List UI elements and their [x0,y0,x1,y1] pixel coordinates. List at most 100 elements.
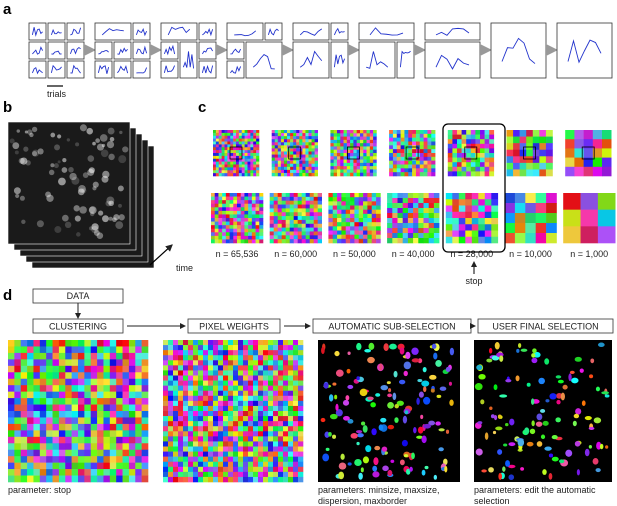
cluster-cell [27,417,34,425]
cluster-cell [470,166,476,172]
cluster-cell [288,345,294,351]
cluster-cell [71,456,79,463]
cell [19,195,25,201]
cluster-cell [283,390,289,397]
cluster-cell [135,340,142,347]
cluster-cell [46,352,53,360]
roi [430,388,435,393]
cluster-cell [418,238,424,244]
cluster-cell [396,153,401,158]
cluster-cell [78,462,85,470]
cluster-cell [122,404,130,412]
cluster-cell [293,212,298,217]
cluster-cell [298,441,304,447]
cluster-cell [404,141,409,146]
cluster-cell [168,466,174,473]
cluster-cell [27,475,34,483]
cluster-cell [423,133,428,138]
cluster-cell [84,411,92,418]
cluster-cell [356,166,361,170]
cluster-cell [353,169,357,174]
roi [390,459,395,463]
cluster-cell [241,164,245,168]
cluster-cell [52,352,60,360]
cluster-cell [223,456,229,463]
cluster-cell [46,340,53,347]
cluster-cell [290,139,294,143]
cluster-cell [359,146,364,151]
cluster-cell [290,169,294,174]
trace [435,54,470,70]
cluster-cell [274,172,279,177]
cluster-cell [428,208,435,214]
trace [366,51,389,69]
cluster-cell [243,390,249,397]
cluster-cell [173,380,179,386]
cluster-cell [311,163,315,168]
cluster-cell [283,350,289,356]
cluster-cell [90,346,98,354]
cluster-cell [308,139,312,143]
cluster-cell [346,162,351,167]
cluster-cell [413,223,419,229]
cluster-cell [287,172,291,177]
cluster-cell [354,193,360,198]
cluster-cell [248,225,253,230]
cluster-cell [237,235,242,240]
cluster-cell [141,398,149,405]
cluster-cell [376,197,381,202]
cluster-cell [256,138,260,142]
axis-label: trials [47,89,67,99]
cluster-cell [363,201,368,206]
cluster-cell [447,157,453,163]
cluster-cell [305,172,309,177]
cluster-cell [213,158,217,162]
cluster-cell [71,417,79,425]
cluster-cell [278,390,284,397]
cluster-cell [188,380,194,386]
cluster-cell [238,340,244,346]
cluster-cell [271,130,276,134]
cluster-cell [350,149,354,154]
cluster-cell [285,219,290,225]
cluster-cell [283,166,288,171]
cluster-cell [244,228,249,233]
cluster-cell [332,197,338,202]
roi [321,346,325,355]
cluster-cell [214,232,219,237]
cluster-cell [373,172,377,177]
cluster-cell [173,451,179,457]
cluster-cell [419,168,424,173]
cluster-cell [255,196,260,201]
cluster-cell [392,141,398,146]
trace [167,26,191,36]
cluster-cell [301,200,306,205]
cluster-cell [233,400,239,407]
cluster-cell [278,395,284,402]
cluster-cell [251,200,256,205]
cluster-cell [238,461,244,468]
cluster-cell [109,372,117,380]
cluster-cell [203,345,209,351]
cluster-cell [247,164,251,168]
cluster-cell [369,146,374,151]
cluster-box [47,41,66,60]
cluster-cell [392,156,398,161]
cluster-cell [363,169,367,174]
trace [32,46,44,55]
cluster-cell [298,365,304,371]
cluster-cell [273,200,278,205]
cluster-cell [65,359,72,367]
cluster-cell [354,226,360,231]
cluster-cell [336,133,341,137]
cluster-cell [253,441,259,447]
cluster-cell [238,395,244,402]
cluster-cell [20,359,28,367]
cluster-cell [484,143,490,149]
trace [182,51,195,69]
cluster-cell [484,230,492,238]
cluster-cell [52,346,60,354]
cluster-cell [283,446,289,452]
cluster-cell [163,395,169,402]
cluster-cell [218,210,223,215]
